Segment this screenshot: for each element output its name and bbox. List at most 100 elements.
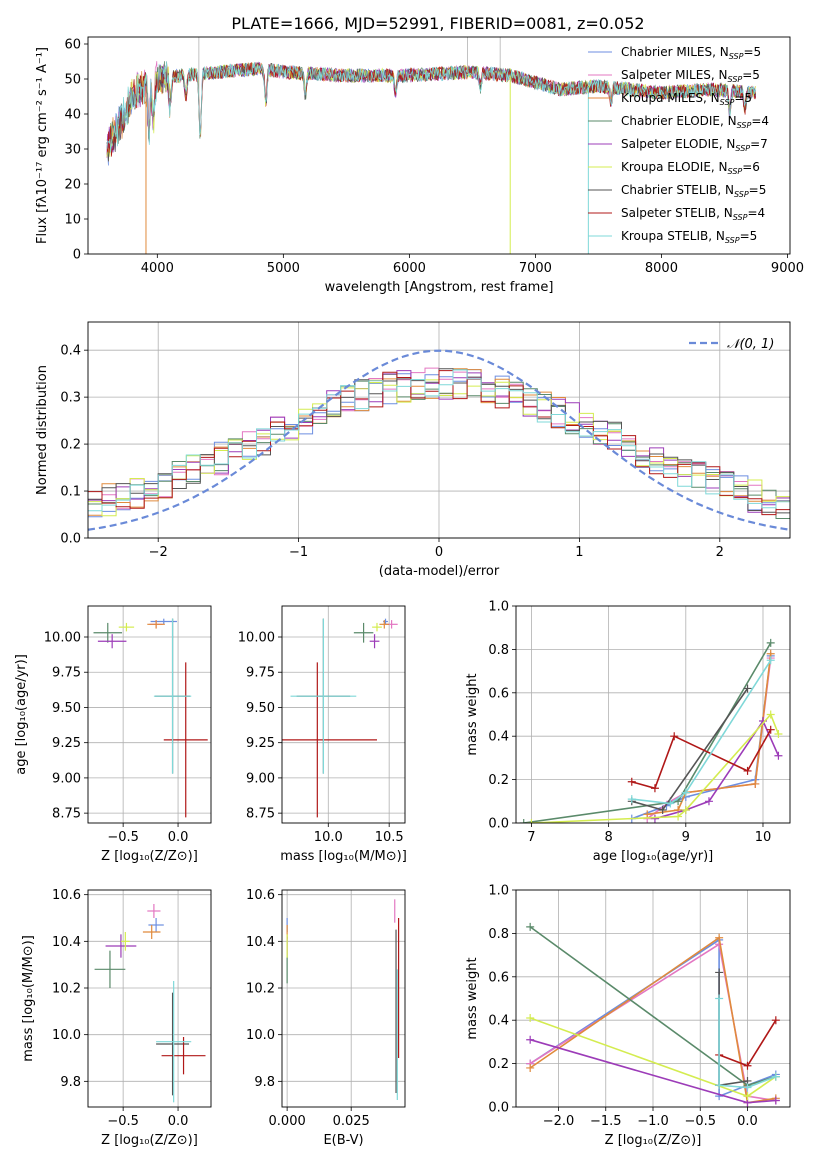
weight-point (715, 1092, 724, 1101)
y-tick-label: 10.6 (52, 888, 81, 903)
weight-point (743, 1061, 752, 1070)
weight-series-2 (529, 936, 776, 1104)
y-tick-label: 40 (64, 108, 81, 123)
weight-point (751, 779, 760, 788)
legend-label: Chabrier STELIB, NSSP=5 (621, 183, 766, 199)
weight-point (670, 732, 679, 741)
legend-label: Chabrier MILES, NSSP=5 (621, 45, 761, 61)
x-tick-label: −1 (289, 545, 308, 560)
y-tick-label: 9.75 (246, 666, 275, 681)
x-tick-label: 0.0 (737, 1114, 758, 1129)
weight-point (715, 994, 724, 1003)
z-vs-massweight-plot-area (526, 922, 780, 1107)
z-vs-age-frame (87, 605, 212, 824)
age-vs-massweight-ylabel: mass weight (465, 673, 480, 755)
y-tick-label: 10.2 (52, 982, 81, 997)
z-vs-mass-frame (87, 889, 212, 1108)
y-tick-label: 0.0 (488, 817, 509, 832)
spectrum-series-7 (106, 61, 757, 157)
weight-point (743, 684, 752, 693)
weight-point (526, 1063, 535, 1072)
z-vs-mass-xlabel: Z [log₁₀(Z/Z⊙)] (101, 1133, 198, 1148)
x-tick-label: −2.0 (543, 1114, 575, 1129)
gaussian-legend-label: 𝒩(0, 1) (727, 337, 774, 352)
x-tick-label: 0.000 (269, 1114, 306, 1129)
hist-series-7 (88, 370, 790, 516)
y-tick-label: 9.75 (52, 666, 81, 681)
residual-hist-plot-area (88, 349, 790, 531)
y-tick-label: 10.6 (246, 888, 275, 903)
z-vs-mass-plot-area (94, 904, 206, 1103)
ebv-vs-mass-frame (281, 889, 406, 1108)
age-vs-massweight-panel: 7 8 9 10 0.0 0.2 0.4 0.6 0.8 1.0 age [log₁₀(age/yr… (465, 600, 791, 864)
weight-point (771, 1096, 780, 1105)
x-tick-label: −1.0 (637, 1114, 669, 1129)
age-vs-massweight-xlabel: age [log₁₀(age/yr)] (593, 849, 714, 864)
weight-point (627, 777, 636, 786)
z-vs-age-ylabel: age [log₁₀(age/yr)] (14, 654, 29, 775)
weight-point (666, 799, 675, 808)
legend-label: Chabrier ELODIE, NSSP=4 (621, 114, 769, 130)
weight-point (766, 656, 775, 665)
weight-point (681, 788, 690, 797)
z-vs-massweight-panel: −2.0 −1.5 −1.0 −0.5 0.0 0.0 0.2 0.4 0.6 0.8 1.0 Z [… (465, 884, 791, 1148)
ebv-vs-mass-panel: 0.000 0.025 9.8 10.0 10.2 10.4 10.6 E(B-V) (246, 888, 406, 1148)
weight-point (766, 638, 775, 647)
weight-point (704, 797, 713, 806)
x-tick-label: 8 (604, 830, 612, 845)
spectrum-plot-area (106, 37, 757, 254)
weight-point (743, 766, 752, 775)
weight-point (743, 1083, 752, 1092)
y-tick-label: 0.0 (60, 532, 81, 547)
weight-point (771, 1016, 780, 1025)
x-tick-label: 9000 (771, 261, 804, 276)
legend-label: Salpeter STELIB, NSSP=4 (621, 206, 765, 222)
weight-point (643, 810, 652, 819)
y-tick-label: 9.25 (52, 736, 81, 751)
y-tick-label: 1.0 (488, 884, 509, 899)
x-tick-label: 0 (435, 545, 443, 560)
y-tick-label: 0.8 (488, 643, 509, 658)
residual-hist-panel: −2 −1 0 1 2 0.0 0.1 0.2 0.3 0.4 (data-model)/error… (35, 321, 791, 579)
y-tick-label: 0.2 (488, 1057, 509, 1072)
x-tick-label: −0.5 (684, 1114, 716, 1129)
age-vs-massweight-frame (515, 605, 791, 824)
weight-series-2 (647, 653, 772, 816)
legend-label: Kroupa STELIB, NSSP=5 (621, 229, 757, 245)
y-tick-label: 0.6 (488, 686, 509, 701)
spectrum-xlabel: wavelength [Angstrom, rest frame] (325, 280, 554, 295)
y-tick-label: 9.25 (246, 736, 275, 751)
x-tick-label: 10.0 (314, 830, 343, 845)
x-tick-label: 10.5 (375, 830, 404, 845)
x-tick-label: 2 (716, 545, 724, 560)
legend-label: Kroupa MILES, NSSP=5 (621, 91, 752, 107)
spectrum-frame (87, 36, 791, 255)
weight-point (766, 710, 775, 719)
y-tick-label: 10.4 (52, 935, 81, 950)
x-tick-label: −0.5 (107, 830, 139, 845)
y-tick-label: 30 (64, 143, 81, 158)
x-tick-label: 4000 (141, 261, 174, 276)
weight-point (771, 1072, 780, 1081)
residual-hist-xlabel: (data-model)/error (379, 564, 500, 579)
y-tick-label: 8.75 (246, 807, 275, 822)
weight-point (658, 805, 667, 814)
z-vs-age-xlabel: Z [log₁₀(Z/Z⊙)] (101, 849, 198, 864)
z-vs-massweight-xlabel: Z [log₁₀(Z/Z⊙)] (605, 1133, 702, 1148)
y-tick-label: 9.8 (254, 1075, 275, 1090)
residual-hist-frame (87, 321, 791, 539)
ebv-vs-mass-plot-area (286, 899, 400, 1100)
mass-vs-age-panel: 10.0 10.5 8.75 9.00 9.25 9.50 9.75 10.00 mass [l… (238, 605, 407, 864)
weight-point (650, 814, 659, 823)
x-tick-label: 1 (575, 545, 583, 560)
y-tick-label: 9.8 (60, 1075, 81, 1090)
y-tick-label: 9.50 (246, 701, 275, 716)
y-tick-label: 10.0 (52, 1028, 81, 1043)
weight-point (681, 805, 690, 814)
weight-point (766, 725, 775, 734)
x-tick-label: 6000 (393, 261, 426, 276)
gaussian-curve (88, 349, 790, 531)
z-vs-mass-panel: −0.5 0.0 9.8 10.0 10.2 10.4 10.6 Z [log₁₀(Z/Z⊙)… (21, 888, 212, 1148)
y-tick-label: 0.1 (60, 485, 81, 500)
